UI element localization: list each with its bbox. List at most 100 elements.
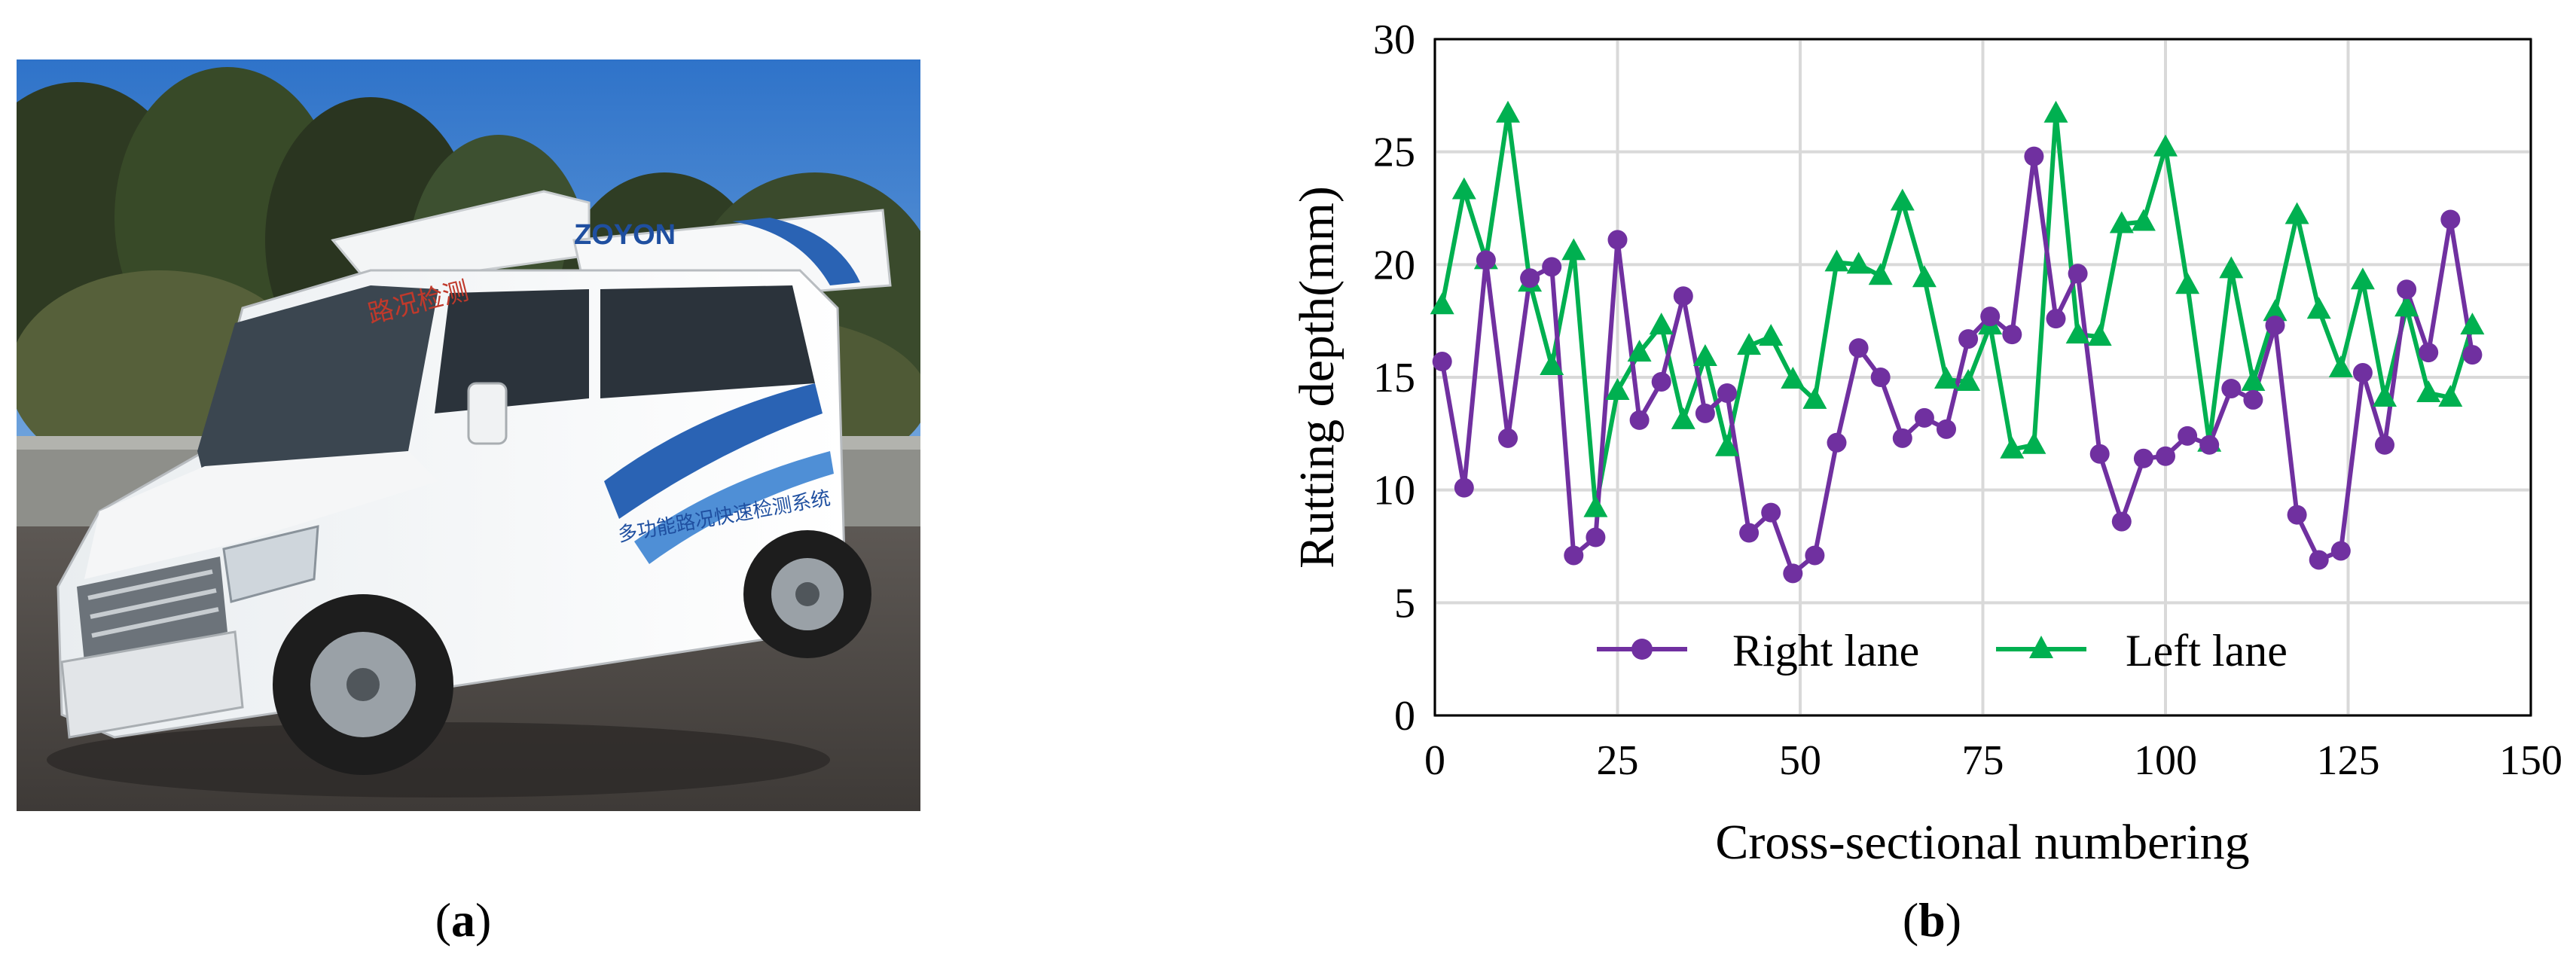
point-right-lane-47 xyxy=(2462,345,2483,365)
point-left-lane-26 xyxy=(2000,436,2025,459)
point-left-lane-18 xyxy=(1824,249,1849,272)
point-left-lane-28 xyxy=(2043,100,2068,123)
point-right-lane-13 xyxy=(1717,383,1737,403)
point-left-lane-46 xyxy=(2438,384,2463,407)
van xyxy=(56,190,892,775)
point-left-lane-21 xyxy=(1890,188,1915,211)
point-right-lane-46 xyxy=(2440,209,2461,230)
y-tick-label-0: 0 xyxy=(1394,693,1415,740)
point-left-lane-38 xyxy=(2263,299,2288,322)
caption-b: (b) xyxy=(1902,893,1962,947)
point-right-lane-9 xyxy=(1629,410,1650,430)
point-left-lane-11 xyxy=(1671,407,1695,429)
point-right-lane-35 xyxy=(2199,435,2220,455)
point-right-lane-22 xyxy=(1914,407,1934,428)
axis-ticks: 0 25 50 75 100 125 150 0 5 10 15 20 25 30 xyxy=(1373,17,2562,784)
point-right-lane-16 xyxy=(1783,563,1803,584)
point-left-lane-17 xyxy=(1802,386,1827,409)
x-tick-label-100: 100 xyxy=(2134,737,2197,784)
point-left-lane-42 xyxy=(2350,267,2375,290)
point-left-lane-9 xyxy=(1627,340,1652,362)
point-left-lane-47 xyxy=(2460,313,2485,335)
point-right-lane-0 xyxy=(1432,352,1452,372)
point-left-lane-33 xyxy=(2153,134,2178,157)
legend-marker-right-lane xyxy=(1631,639,1653,660)
point-right-lane-18 xyxy=(1827,432,1847,453)
series-markers xyxy=(1430,100,2485,584)
point-left-lane-27 xyxy=(2022,432,2046,454)
y-tick-label-25: 25 xyxy=(1373,130,1415,176)
point-left-lane-32 xyxy=(2131,209,2156,231)
y-tick-label-20: 20 xyxy=(1373,242,1415,288)
point-left-lane-41 xyxy=(2328,355,2353,378)
vehicle-illustration: ZOYON 路况检测 多功能路况快速检测系统 xyxy=(17,59,920,811)
point-right-lane-17 xyxy=(1805,545,1825,566)
point-left-lane-10 xyxy=(1649,313,1674,335)
point-right-lane-43 xyxy=(2375,435,2394,455)
y-tick-label-10: 10 xyxy=(1373,468,1415,514)
point-right-lane-39 xyxy=(2287,505,2307,525)
point-left-lane-7 xyxy=(1583,495,1608,517)
point-left-lane-0 xyxy=(1430,292,1454,315)
x-tick-label-25: 25 xyxy=(1597,737,1639,784)
point-right-lane-3 xyxy=(1498,428,1518,448)
point-right-lane-11 xyxy=(1673,286,1693,307)
y-tick-label-15: 15 xyxy=(1373,355,1415,401)
point-right-lane-12 xyxy=(1695,403,1715,423)
point-left-lane-5 xyxy=(1540,353,1564,376)
x-tick-label-75: 75 xyxy=(1962,737,2004,784)
point-right-lane-41 xyxy=(2330,541,2351,561)
point-left-lane-45 xyxy=(2416,380,2441,402)
point-left-lane-15 xyxy=(1759,324,1784,346)
point-right-lane-45 xyxy=(2419,343,2439,363)
x-axis-title: Cross-sectional numbering xyxy=(1715,815,2249,870)
point-left-lane-19 xyxy=(1846,252,1871,274)
point-left-lane-22 xyxy=(1912,265,1937,288)
chart-legend: Right lane Left lane xyxy=(1597,626,2288,676)
x-tick-label-50: 50 xyxy=(1779,737,1821,784)
y-tick-label-30: 30 xyxy=(1373,17,1415,63)
point-right-lane-38 xyxy=(2265,316,2285,336)
plot-area-frame xyxy=(1433,38,2532,717)
point-right-lane-1 xyxy=(1454,477,1474,498)
caption-a-letter: a xyxy=(451,893,475,947)
point-left-lane-8 xyxy=(1605,377,1630,400)
point-right-lane-14 xyxy=(1739,523,1760,543)
point-left-lane-44 xyxy=(2394,294,2419,317)
caption-a: (a) xyxy=(435,893,492,947)
point-right-lane-26 xyxy=(2002,325,2022,345)
point-right-lane-4 xyxy=(1520,268,1540,288)
point-right-lane-44 xyxy=(2397,279,2417,300)
point-right-lane-31 xyxy=(2111,511,2132,532)
y-tick-label-5: 5 xyxy=(1394,580,1415,627)
point-left-lane-16 xyxy=(1781,366,1805,389)
caption-b-letter: b xyxy=(1918,893,1946,947)
point-left-lane-39 xyxy=(2285,202,2309,224)
point-left-lane-36 xyxy=(2219,256,2244,279)
point-right-lane-19 xyxy=(1848,338,1869,358)
point-right-lane-5 xyxy=(1542,257,1562,277)
x-tick-label-0: 0 xyxy=(1424,737,1445,784)
point-left-lane-37 xyxy=(2241,368,2266,391)
point-left-lane-30 xyxy=(2087,324,2112,346)
x-tick-label-125: 125 xyxy=(2317,737,2380,784)
point-right-lane-33 xyxy=(2156,446,2175,466)
point-right-lane-25 xyxy=(1980,307,2001,327)
vehicle-photo: ZOYON 路况检测 多功能路况快速检测系统 xyxy=(17,59,920,811)
point-right-lane-10 xyxy=(1651,371,1671,392)
point-right-lane-34 xyxy=(2178,425,2198,446)
point-right-lane-15 xyxy=(1761,502,1781,523)
point-right-lane-24 xyxy=(1958,329,1979,349)
point-left-lane-6 xyxy=(1561,238,1586,261)
point-left-lane-20 xyxy=(1868,263,1893,285)
point-right-lane-6 xyxy=(1564,545,1584,566)
point-right-lane-2 xyxy=(1476,250,1496,270)
legend-label-left-lane: Left lane xyxy=(2126,626,2288,676)
point-left-lane-13 xyxy=(1715,434,1739,456)
van-logo-text: ZOYON xyxy=(574,219,676,251)
point-right-lane-37 xyxy=(2243,389,2263,410)
legend-marker-left-lane xyxy=(2029,636,2053,658)
point-right-lane-36 xyxy=(2221,378,2242,398)
point-left-lane-43 xyxy=(2373,384,2397,407)
